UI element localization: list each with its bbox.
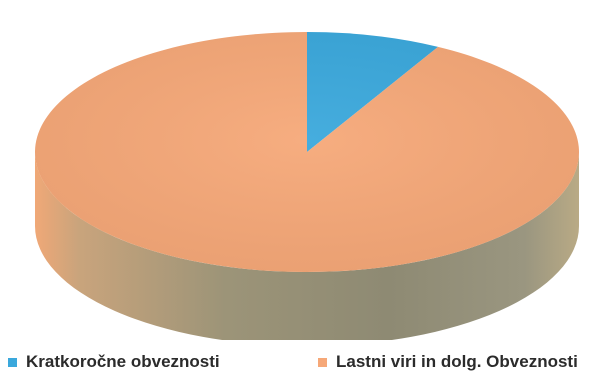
- legend-item-lastni-viri: Lastni viri in dolg. Obveznosti: [318, 352, 578, 372]
- pie-slices: [34, 32, 579, 272]
- legend-swatch: [318, 357, 327, 367]
- pie-side-surface: [35, 152, 579, 340]
- pie-chart: [34, 32, 579, 340]
- pie-side-wall: [35, 152, 579, 340]
- legend-label: Lastni viri in dolg. Obveznosti: [336, 352, 578, 371]
- legend-item-kratkorocne: Kratkoročne obveznosti: [8, 352, 220, 372]
- pie-top-shading: [35, 32, 579, 272]
- legend-label: Kratkoročne obveznosti: [26, 352, 220, 371]
- legend: Kratkoročne obveznosti Lastni viri in do…: [0, 352, 614, 382]
- legend-swatch: [8, 357, 17, 367]
